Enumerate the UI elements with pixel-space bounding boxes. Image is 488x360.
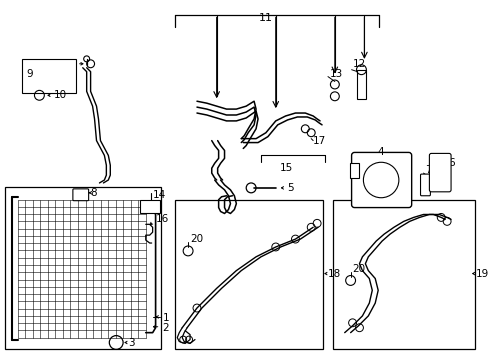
Bar [332,200,474,350]
FancyBboxPatch shape [428,153,450,192]
Text: 1: 1 [162,313,169,323]
Text: 18: 18 [327,269,341,279]
Bar [175,200,323,350]
Text: 3: 3 [128,338,134,347]
Bar [140,200,159,213]
Text: 14: 14 [152,190,165,200]
Text: 9: 9 [26,69,33,78]
Text: 10: 10 [54,90,67,100]
Bar [356,70,366,99]
Bar [5,187,160,350]
Text: 2: 2 [162,323,169,333]
FancyBboxPatch shape [73,189,88,201]
Text: 6: 6 [447,158,454,168]
Text: 16: 16 [155,215,168,224]
Bar [21,59,76,93]
Text: 20: 20 [352,264,365,274]
Text: 4: 4 [377,148,384,157]
FancyBboxPatch shape [420,174,429,196]
Text: 15: 15 [279,163,292,173]
Text: 17: 17 [312,136,326,145]
Text: 20: 20 [190,234,203,244]
Text: 12: 12 [352,59,365,69]
Text: 8: 8 [90,188,97,198]
Text: 19: 19 [475,269,488,279]
Text: 7: 7 [425,165,431,175]
Text: 5: 5 [287,183,294,193]
Text: 13: 13 [329,69,343,78]
Bar [349,163,359,178]
Text: 11: 11 [258,13,272,23]
FancyBboxPatch shape [351,152,411,208]
